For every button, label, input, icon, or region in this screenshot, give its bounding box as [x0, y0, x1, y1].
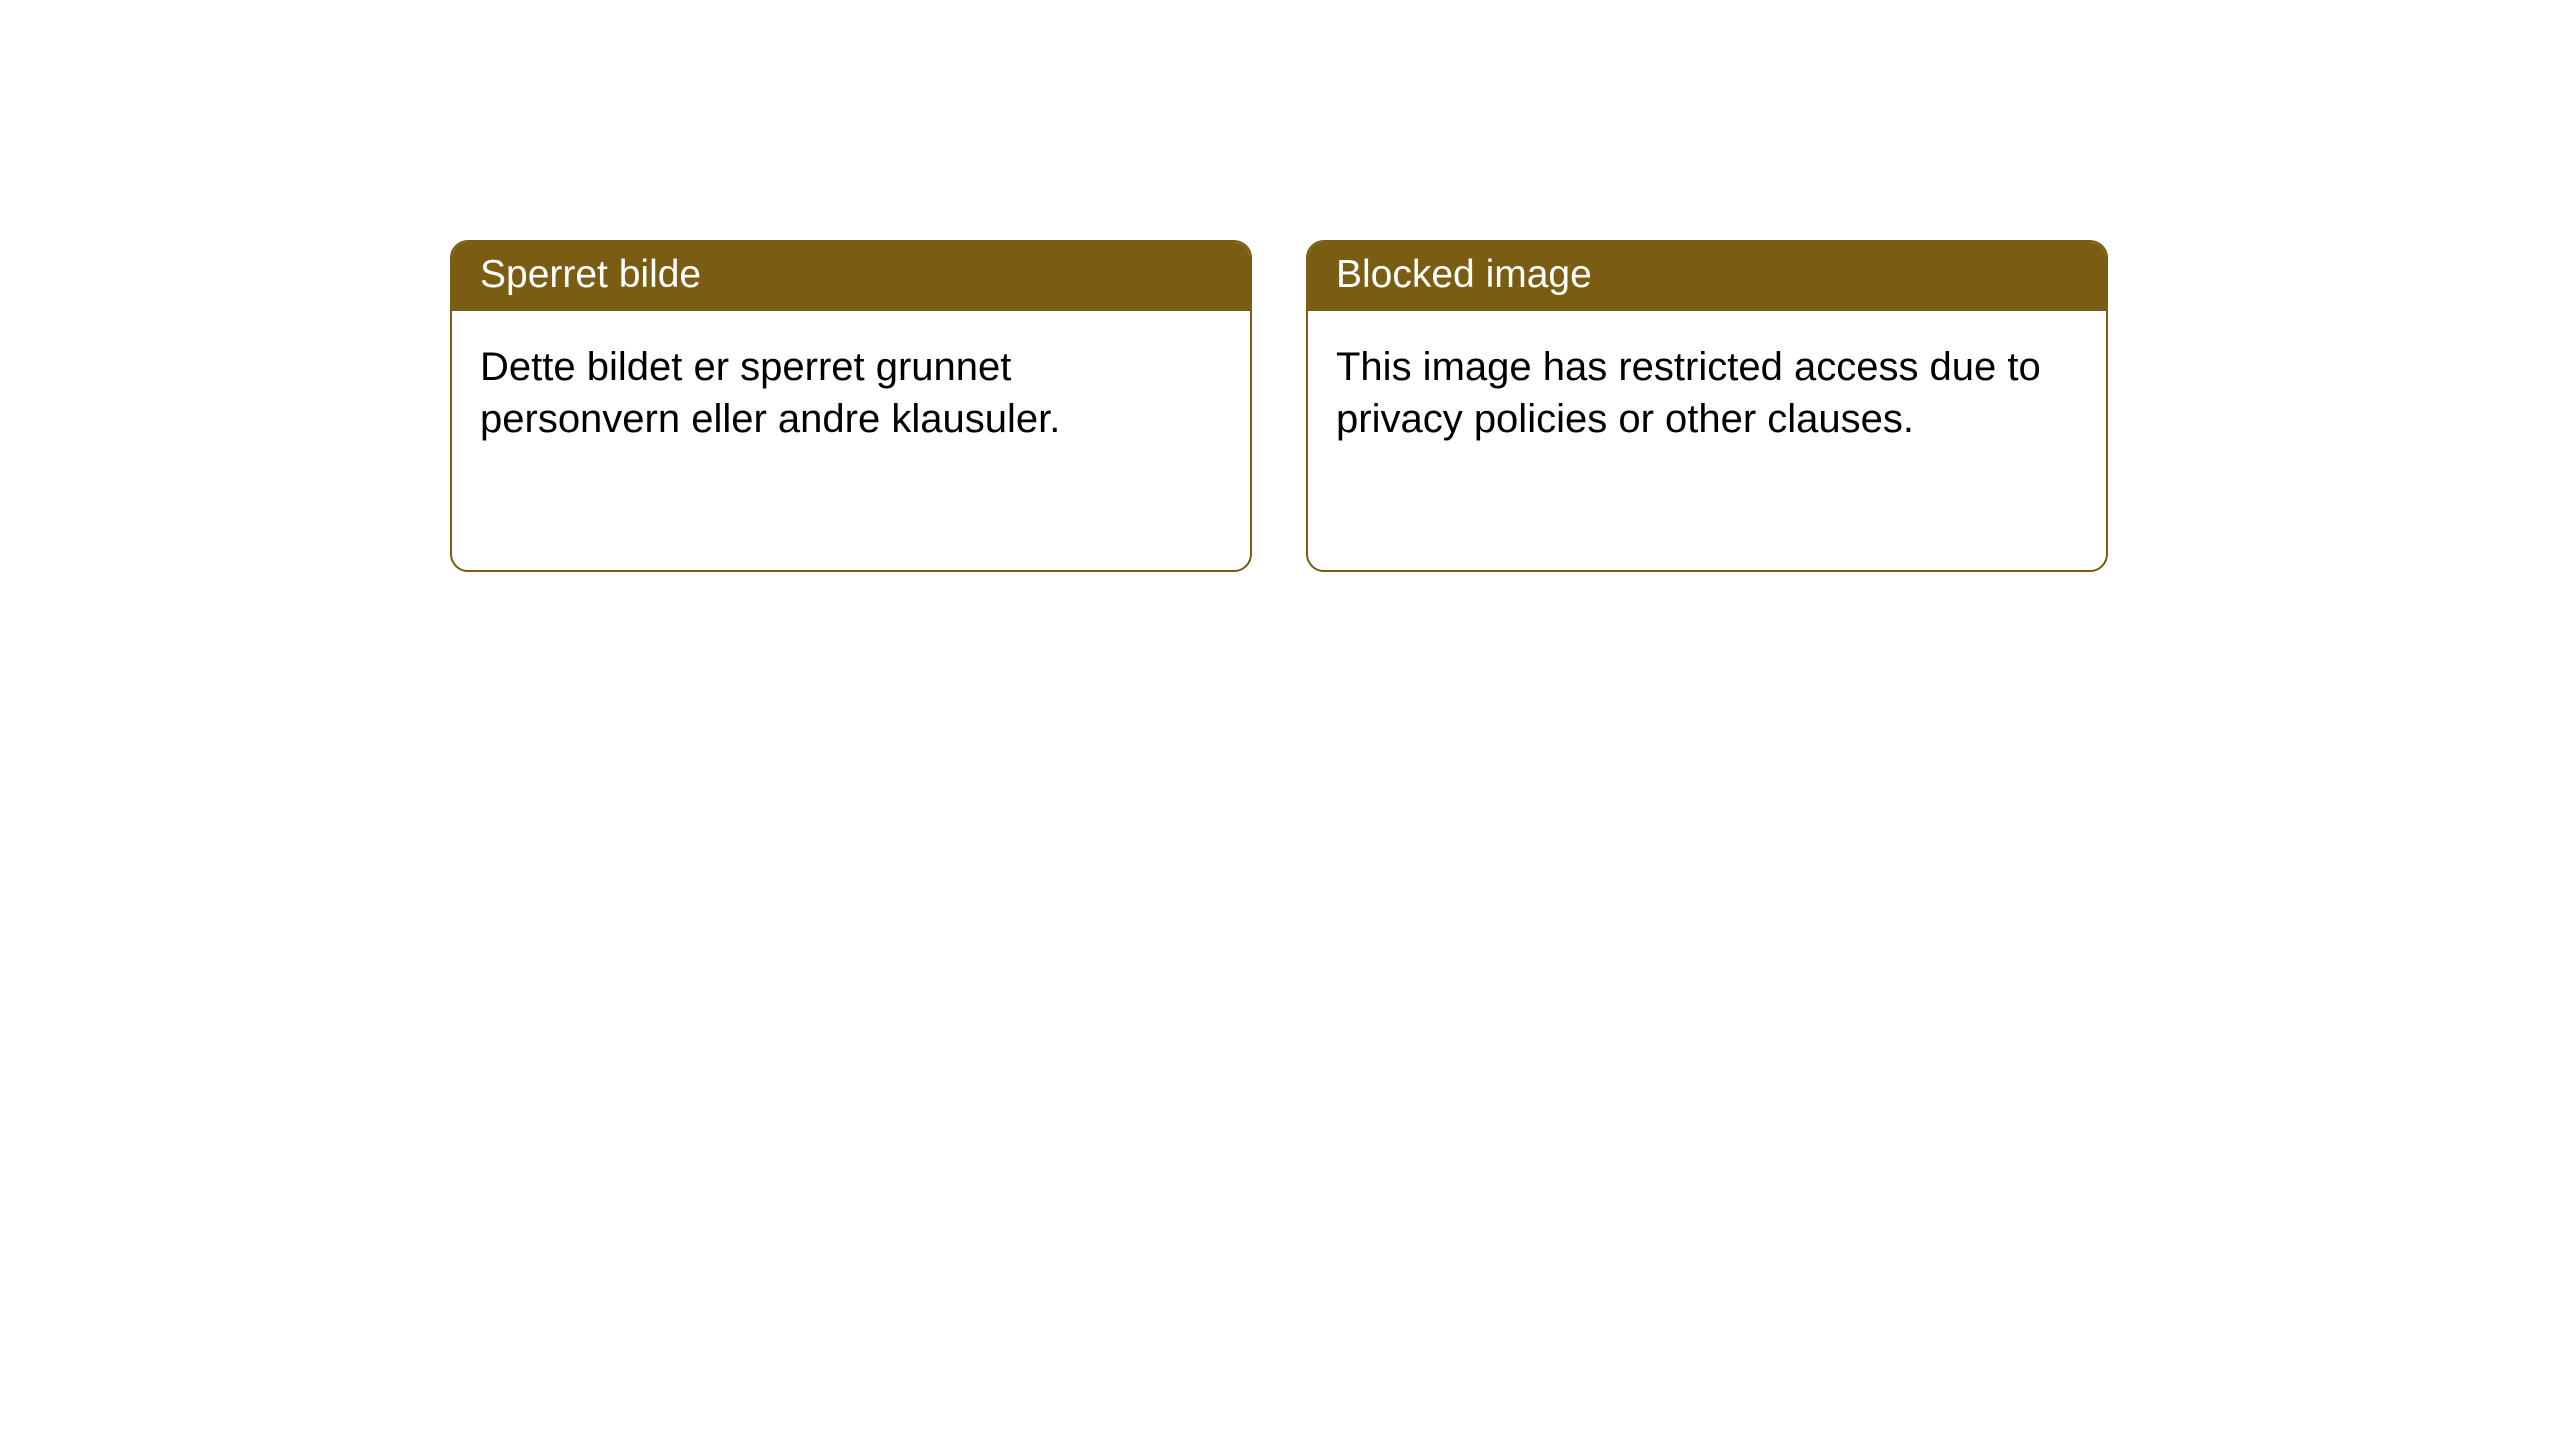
notice-card-english: Blocked image This image has restricted …: [1306, 240, 2108, 572]
notice-header: Blocked image: [1308, 242, 2106, 311]
notice-header: Sperret bilde: [452, 242, 1250, 311]
notice-card-norwegian: Sperret bilde Dette bildet er sperret gr…: [450, 240, 1252, 572]
notice-body: Dette bildet er sperret grunnet personve…: [452, 311, 1250, 475]
notice-body: This image has restricted access due to …: [1308, 311, 2106, 475]
notice-container: Sperret bilde Dette bildet er sperret gr…: [0, 0, 2560, 572]
